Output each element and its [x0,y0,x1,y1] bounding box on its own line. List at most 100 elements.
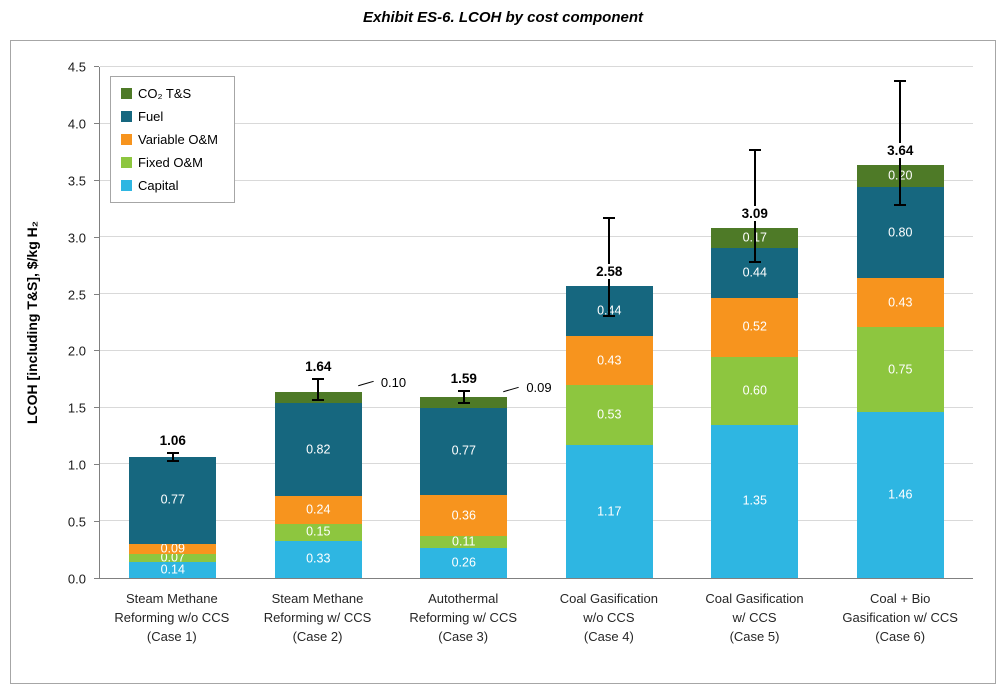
stacked-bar: 0.33 0.15 0.24 0.82 [274,391,362,578]
y-tick-mark [94,293,99,295]
y-tick-label: 3.0 [67,230,86,246]
legend-label: Capital [138,178,179,193]
gridline [100,122,973,124]
stacked-bar: 1.460.750.430.800.20 [856,164,944,578]
bar-slot: 0.14 0.07 0.09 0.77 1.06 [100,67,246,578]
legend-color-swatch [121,180,132,191]
category-label: Coal Gasification w/o CCS (Case 4) [536,590,682,683]
category-label-line: Reforming w/ CCS [409,609,517,625]
gridline [100,293,973,295]
y-tick-label: 0.5 [67,514,86,530]
category-label-line: Autothermal [428,591,499,606]
legend-label: Fixed O&M [138,155,204,170]
segment-value-label: 1.35 [742,493,767,508]
bar-segment-fixed-o-m: 0.11 [420,534,508,549]
callout-value-label: 0.10 [380,374,407,390]
category-label-line: Coal Gasification [559,591,658,606]
segment-value-label: 0.36 [451,508,476,523]
category-label-line: Coal Gasification [705,591,804,606]
segment-value-label: 0.80 [888,225,913,240]
bar-segment-capital: 1.35 [711,424,799,578]
total-value-label: 1.64 [302,359,335,375]
bar-slot: 1.350.600.520.440.173.09 [682,67,828,578]
category-label-line: (Case 3) [438,628,489,644]
bar-segment-capital: 0.33 [274,540,362,578]
bar-segment-capital: 1.46 [856,412,944,578]
legend-item: Fixed O&M [121,155,218,170]
legend-color-swatch [121,111,132,122]
bar-slot: 1.460.750.430.800.203.64 [828,67,974,578]
segment-value-label: 0.43 [597,353,622,368]
error-bar-cap-bottom [457,402,470,405]
segment-value-label: 0.26 [451,555,476,570]
category-label: Coal Gasification w/ CCS (Case 5) [682,590,828,683]
error-bar-cap-top [312,378,325,381]
category-label: Autothermal Reforming w/ CCS (Case 3) [390,590,536,683]
total-value-label: 1.59 [447,370,480,386]
category-label-line: w/ CCS [732,609,777,625]
y-tick-mark [94,521,99,523]
segment-value-label: 0.60 [742,383,767,398]
segment-value-label: 0.77 [160,492,185,507]
y-tick-mark [94,66,99,67]
legend-item: Fuel [121,109,218,124]
gridline [100,349,973,351]
segment-value-label: 0.44 [742,265,767,280]
callout-connector-line [357,381,374,387]
error-bar-cap-top [603,217,616,220]
bar-segment-fixed-o-m: 0.60 [711,356,799,425]
y-tick-mark [94,236,99,238]
bar-segment-capital: 1.17 [565,445,653,578]
y-tick-label: 1.0 [67,457,86,473]
segment-value-label: 0.11 [452,534,476,549]
y-tick-mark [94,407,99,409]
error-bar-cap-top [748,148,761,151]
bar-segment-fuel: 0.44 [711,247,799,298]
bar-segment-variable-o-m: 0.24 [274,496,362,524]
total-value-label: 2.58 [593,264,626,280]
stacked-bar: 0.14 0.07 0.09 0.77 [129,456,217,578]
category-label-line: Gasification w/ CCS [842,609,958,625]
category-label-line: Coal + Bio [870,591,931,606]
y-tick-mark [94,122,99,124]
bar-segment-capital: 0.26 [420,548,508,578]
error-bar-line [317,379,320,401]
category-label-line: (Case 1) [146,628,197,644]
chart-frame: LCOH [including T&S], $/kg H₂ 0.0 0.5 1.0 1… [10,40,996,684]
category-label-line: Reforming w/ CCS [263,609,372,625]
error-bar-cap-top [894,79,907,82]
error-bar-line [171,453,174,463]
error-bar-line [462,390,465,405]
segment-value-label: 0.09 [160,541,185,556]
legend-color-swatch [121,157,132,168]
segment-value-label: 0.75 [888,362,913,377]
category-label-line: Reforming w/o CCS [114,609,230,625]
category-label: Coal + Bio Gasification w/ CCS (Case 6) [827,590,973,683]
bar-segment-fixed-o-m: 0.15 [274,523,362,541]
y-tick-label: 4.0 [67,116,86,132]
bar-segment-variable-o-m: 0.36 [420,495,508,536]
error-bar-cap-bottom [603,314,616,317]
category-label-line: w/o CCS [583,609,635,625]
y-tick-label: 2.0 [67,343,86,359]
legend-color-swatch [121,88,132,99]
bar-segment-capital: 0.14 [129,562,217,578]
x-labels: Steam Methane Reforming w/o CCS (Case 1) St… [99,579,973,683]
bar-segment-fixed-o-m: 0.07 [129,551,217,564]
segment-value-label: 0.52 [742,319,767,334]
legend-color-swatch [121,134,132,145]
stacked-bar: 1.170.530.430.44 [565,286,653,578]
total-value-label: 1.06 [156,433,189,449]
bar-slot: 0.26 0.11 0.36 0.77 1.59 0.09 [391,67,552,578]
y-tick-label: 4.5 [67,59,86,75]
segment-value-label: 0.14 [160,562,185,577]
segment-value-label: 0.77 [451,443,476,458]
bar-segment-fixed-o-m: 0.53 [565,384,653,446]
category-label-line: (Case 6) [875,628,926,644]
bars-container: 0.14 0.07 0.09 0.77 1.06 0.33 0.15 0.24 0.82 1.64… [100,67,973,578]
legend-item: Variable O&M [121,132,218,147]
segment-value-label: 0.82 [306,442,331,457]
y-tick-mark [94,578,99,579]
bar-segment-fuel: 0.77 [420,407,508,496]
gridline [100,406,973,408]
